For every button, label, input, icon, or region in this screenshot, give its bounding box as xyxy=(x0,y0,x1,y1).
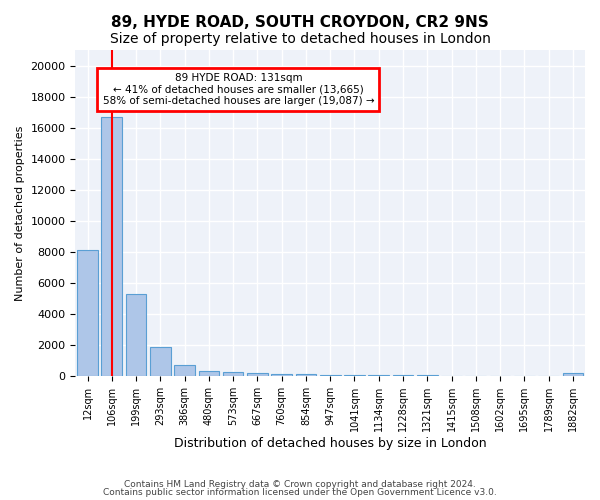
X-axis label: Distribution of detached houses by size in London: Distribution of detached houses by size … xyxy=(174,437,487,450)
Bar xyxy=(150,348,170,376)
Bar xyxy=(199,371,219,376)
Text: 89, HYDE ROAD, SOUTH CROYDON, CR2 9NS: 89, HYDE ROAD, SOUTH CROYDON, CR2 9NS xyxy=(111,15,489,30)
Text: 89 HYDE ROAD: 131sqm
← 41% of detached houses are smaller (13,665)
58% of semi-d: 89 HYDE ROAD: 131sqm ← 41% of detached h… xyxy=(103,73,374,106)
Bar xyxy=(271,374,292,376)
Bar xyxy=(101,117,122,376)
Bar xyxy=(320,374,341,376)
Text: Contains public sector information licensed under the Open Government Licence v3: Contains public sector information licen… xyxy=(103,488,497,497)
Bar xyxy=(223,372,244,376)
Text: Contains HM Land Registry data © Crown copyright and database right 2024.: Contains HM Land Registry data © Crown c… xyxy=(124,480,476,489)
Y-axis label: Number of detached properties: Number of detached properties xyxy=(15,126,25,301)
Bar xyxy=(77,250,98,376)
Bar xyxy=(563,373,583,376)
Text: Size of property relative to detached houses in London: Size of property relative to detached ho… xyxy=(110,32,490,46)
Bar xyxy=(344,375,365,376)
Bar xyxy=(174,366,195,376)
Bar xyxy=(368,375,389,376)
Bar xyxy=(247,373,268,376)
Bar xyxy=(126,294,146,376)
Bar xyxy=(296,374,316,376)
